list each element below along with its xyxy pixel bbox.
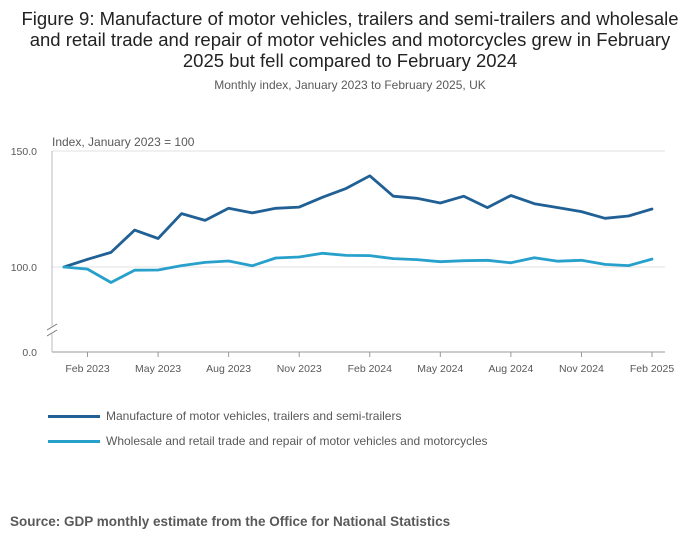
x-tick-label-0: Feb 2023 bbox=[65, 363, 110, 375]
axes bbox=[46, 151, 653, 357]
x-tick-label-1: May 2023 bbox=[135, 363, 181, 375]
y-axis-title: Index, January 2023 = 100 bbox=[52, 135, 195, 149]
axis-break-mark-2 bbox=[46, 329, 58, 337]
line-chart: 150.0 100.0 0.0 Index, January 2023 = 100 Fe… bbox=[11, 135, 675, 375]
chart-subtitle: Monthly index, January 2023 to February … bbox=[214, 78, 486, 92]
x-tick-label-4: Feb 2024 bbox=[348, 363, 393, 375]
chart-title: Figure 9: Manufacture of motor vehicles,… bbox=[21, 8, 679, 71]
series-layer bbox=[62, 174, 654, 284]
legend-swatch-wholesale bbox=[48, 440, 100, 443]
legend-swatch-manufacture bbox=[48, 415, 100, 418]
source-note: Source: GDP monthly estimate from the Of… bbox=[10, 514, 451, 529]
y-tick-label-0: 150.0 bbox=[11, 146, 37, 158]
y-tick-label-1: 100.0 bbox=[11, 262, 37, 274]
series-line-1 bbox=[62, 251, 654, 284]
legend-label-wholesale: Wholesale and retail trade and repair of… bbox=[106, 434, 488, 448]
legend-label-manufacture: Manufacture of motor vehicles, trailers … bbox=[106, 409, 402, 423]
gridlines bbox=[52, 150, 665, 353]
series-line-0 bbox=[62, 174, 654, 269]
x-tick-label-8: Feb 2025 bbox=[630, 363, 675, 375]
axis-break-mark-1 bbox=[46, 323, 58, 331]
y-tick-label-2: 0.0 bbox=[22, 347, 37, 359]
x-tick-label-6: Aug 2024 bbox=[488, 363, 533, 375]
axis-labels: 150.0 100.0 0.0 Index, January 2023 = 100 Fe… bbox=[11, 135, 675, 375]
x-tick-label-3: Nov 2023 bbox=[277, 363, 322, 375]
x-tick-label-7: Nov 2024 bbox=[559, 363, 604, 375]
x-tick-label-2: Aug 2023 bbox=[206, 363, 251, 375]
x-tick-label-5: May 2024 bbox=[417, 363, 463, 375]
